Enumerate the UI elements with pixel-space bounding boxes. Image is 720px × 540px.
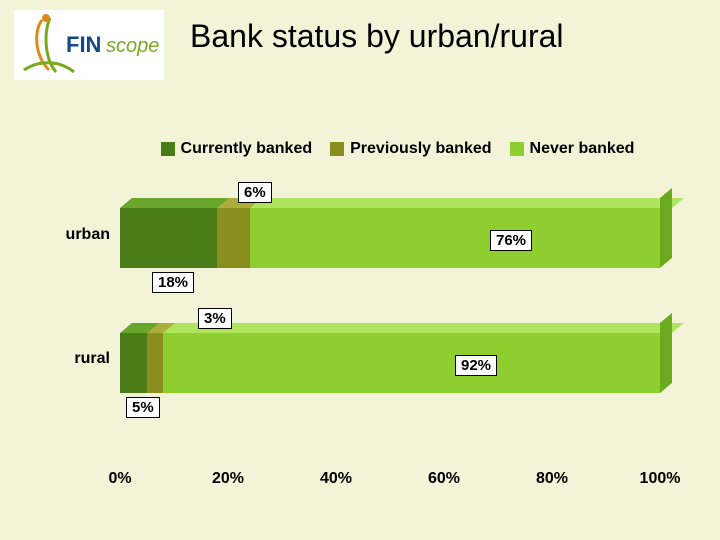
page-title: Bank status by urban/rural	[190, 18, 564, 55]
category-label-urban: urban	[50, 226, 110, 244]
bar-segment-rural-currently	[120, 323, 147, 393]
finscope-logo-svg: FIN scope	[14, 10, 164, 80]
category-label-rural: rural	[50, 350, 110, 368]
x-tick-label: 60%	[428, 470, 460, 488]
chart-plot-area: 6% 76% 18% 3% 92% 5%	[120, 180, 660, 470]
bank-status-chart: urban rural	[120, 180, 660, 470]
x-tick-label: 40%	[320, 470, 352, 488]
svg-text:FIN: FIN	[66, 32, 101, 57]
bar-segment-urban-never	[250, 198, 660, 268]
bar-segment-rural-never	[163, 323, 660, 393]
legend-swatch	[161, 142, 175, 156]
legend-label: Never banked	[530, 140, 635, 158]
legend-label: Currently banked	[181, 140, 313, 158]
x-axis: 0% 20% 40% 60% 80% 100%	[120, 470, 660, 500]
legend-item-previously-banked: Previously banked	[330, 140, 491, 158]
value-label-rural-currently: 5%	[126, 397, 160, 418]
bar-row-rural	[120, 323, 660, 393]
x-tick-label: 100%	[640, 470, 681, 488]
value-label-urban-never: 76%	[490, 230, 532, 251]
bar-segment-urban-currently	[120, 198, 217, 268]
finscope-logo: FIN scope	[14, 10, 164, 80]
slide: FIN scope Bank status by urban/rural Cur…	[0, 0, 720, 540]
legend-item-currently-banked: Currently banked	[161, 140, 313, 158]
bar-segment-rural-previously	[147, 323, 163, 393]
x-tick-label: 0%	[108, 470, 131, 488]
legend-swatch	[510, 142, 524, 156]
legend-item-never-banked: Never banked	[510, 140, 635, 158]
bar-segment-urban-previously	[217, 198, 249, 268]
svg-text:scope: scope	[106, 35, 159, 57]
x-tick-label: 80%	[536, 470, 568, 488]
value-label-rural-previously: 3%	[198, 308, 232, 329]
legend-swatch	[330, 142, 344, 156]
value-label-rural-never: 92%	[455, 355, 497, 376]
x-tick-label: 20%	[212, 470, 244, 488]
bar-row-urban	[120, 198, 660, 268]
chart-legend: Currently banked Previously banked Never…	[115, 140, 680, 158]
legend-label: Previously banked	[350, 140, 491, 158]
value-label-urban-currently: 18%	[152, 272, 194, 293]
value-label-urban-previously: 6%	[238, 182, 272, 203]
